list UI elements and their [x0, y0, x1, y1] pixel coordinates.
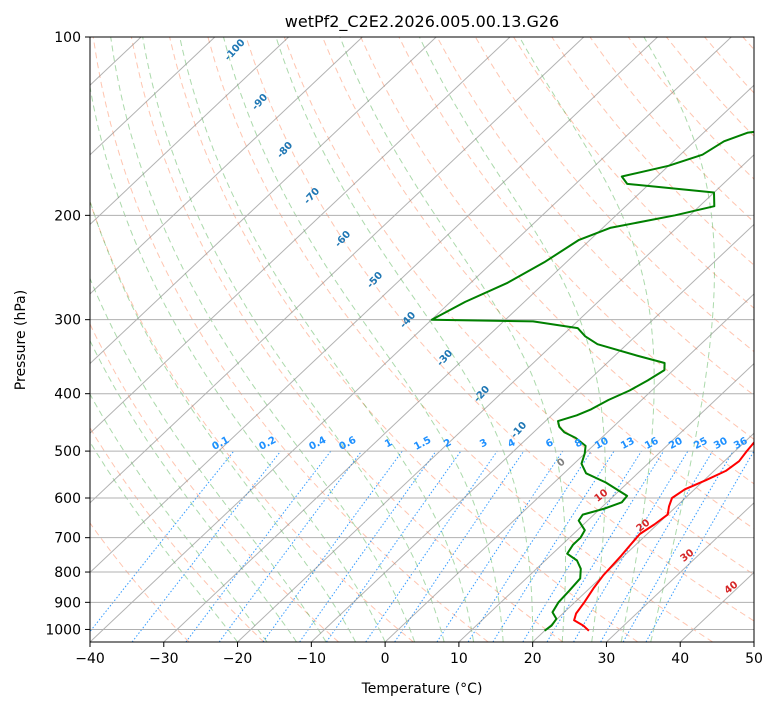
isotherm-line: [606, 502, 754, 642]
mixing-ratio-line: [467, 450, 592, 642]
dry-adiabat-line: [245, 37, 754, 622]
dry-adiabat-line: [474, 37, 754, 353]
dry-adiabat-line: [130, 37, 564, 642]
mixing-ratio-label: 8: [573, 437, 584, 450]
moist-adiabat-line: [179, 37, 475, 642]
isotherm-line: [90, 37, 289, 226]
x-tick-label: −20: [223, 651, 253, 667]
isotherm-line: [90, 37, 511, 434]
line-labels: -100-90-80-70-60-50-40-30-20-100.1 0.2 0.4…: [210, 37, 749, 596]
mixing-ratio-label: 3: [478, 437, 489, 450]
dry-adiabat-line: [513, 37, 754, 309]
moist-adiabat-line: [418, 37, 606, 642]
y-tick-label: 600: [54, 491, 81, 507]
x-tick-label: 0: [381, 651, 390, 667]
x-axis-label: Temperature (°C): [361, 681, 483, 697]
isotherm-line: [532, 432, 754, 642]
dry-adiabat-line: [360, 37, 754, 485]
mixing-ratio-line: [522, 450, 642, 642]
y-tick-label: 900: [54, 595, 81, 611]
moist-adiabat-line: [275, 37, 534, 642]
dewpoint-line: [430, 130, 754, 632]
mixing-ratio-lines: [90, 450, 754, 642]
dry-adiabat-line: [90, 322, 339, 642]
x-tick-label: 50: [745, 651, 763, 667]
dry-adiabat-line: [398, 37, 754, 440]
y-tick-label: 200: [54, 208, 81, 224]
y-tick-label: 800: [54, 565, 81, 581]
dry-adiabat-line: [436, 37, 754, 396]
moist-adiabats: [90, 37, 715, 642]
y-tick-label: 400: [54, 387, 81, 403]
mixing-ratio-line: [645, 450, 754, 642]
isotherm-line: [0, 37, 67, 642]
temperature-line: [573, 441, 754, 632]
x-tick-label: 20: [524, 651, 542, 667]
isotherm-line: [90, 37, 585, 504]
moist-adiabat-line: [90, 339, 297, 642]
moist-adiabat-line: [90, 277, 327, 642]
dry-adiabat-line: [169, 37, 639, 642]
x-tick-label: −30: [149, 651, 179, 667]
mixing-ratio-line: [299, 450, 437, 642]
y-tick-label: 300: [54, 313, 81, 329]
y-tick-label: 700: [54, 531, 81, 547]
moist-adiabat-line: [90, 441, 238, 642]
pressure-gridlines: [90, 37, 754, 630]
isotherm-line: [90, 37, 216, 156]
y-axis-ticks: 100 200 300 400 500 600 700 800 900 1000: [45, 30, 90, 638]
mixing-ratio-line: [185, 450, 332, 642]
x-tick-label: −40: [75, 651, 105, 667]
moist-adiabat-line: [518, 37, 655, 642]
isotherm-line: [237, 154, 754, 642]
mixing-ratio-line: [546, 450, 665, 642]
x-tick-label: −10: [297, 651, 327, 667]
isotherm-line: [163, 84, 754, 642]
moist-adiabat-line: [90, 199, 357, 642]
profile-series: [430, 130, 754, 632]
moist-adiabat-line: [223, 37, 504, 642]
x-tick-label: 10: [450, 651, 468, 667]
mixing-ratio-line: [218, 450, 363, 642]
mixing-ratio-line: [436, 450, 564, 642]
chart-title: wetPf2_C2E2.2026.005.00.13.G26: [285, 12, 559, 32]
isotherms: [0, 37, 754, 642]
moist-adiabat-line: [90, 84, 386, 642]
isotherm-line: [90, 37, 658, 574]
y-tick-label: 1000: [45, 622, 81, 638]
mixing-ratio-label: 1: [383, 437, 394, 450]
x-tick-label: 40: [671, 651, 689, 667]
moist-adiabat-line: [339, 37, 566, 642]
isotherm-line: [90, 37, 732, 642]
mixing-ratio-label: 6: [544, 437, 555, 450]
y-axis-label: Pressure (hPa): [13, 290, 29, 390]
moist-adiabat-line: [110, 37, 416, 642]
mixing-ratio-label: 2: [442, 437, 453, 450]
mixing-ratio-label: 4: [506, 437, 517, 450]
isotherm-line: [90, 37, 437, 365]
isotherm-line: [458, 362, 754, 642]
mixing-ratio-line: [365, 450, 498, 642]
y-tick-label: 100: [54, 30, 81, 46]
y-tick-label: 500: [54, 444, 81, 460]
moist-adiabat-line: [90, 393, 268, 642]
plot-frame: [89, 36, 755, 643]
mixing-ratio-line: [573, 450, 689, 642]
isotherm-line: [310, 223, 754, 642]
isotherm-line: [384, 293, 754, 642]
x-axis-ticks: −40 −30 −20 −10 0 10 20 30 40 50: [75, 642, 763, 667]
mixing-ratio-line: [325, 450, 462, 642]
dry-adiabat-line: [92, 37, 489, 642]
moist-adiabat-line: [643, 37, 715, 642]
dry-adiabat-line: [90, 426, 265, 642]
isotherm-line: [90, 37, 363, 295]
dry-adiabat-line: [283, 37, 754, 576]
mixing-ratio-line: [262, 450, 403, 642]
plot-background: [90, 37, 754, 642]
x-tick-label: 30: [598, 651, 616, 667]
isotherm-line: [753, 641, 754, 642]
moist-adiabat-line: [142, 37, 445, 642]
